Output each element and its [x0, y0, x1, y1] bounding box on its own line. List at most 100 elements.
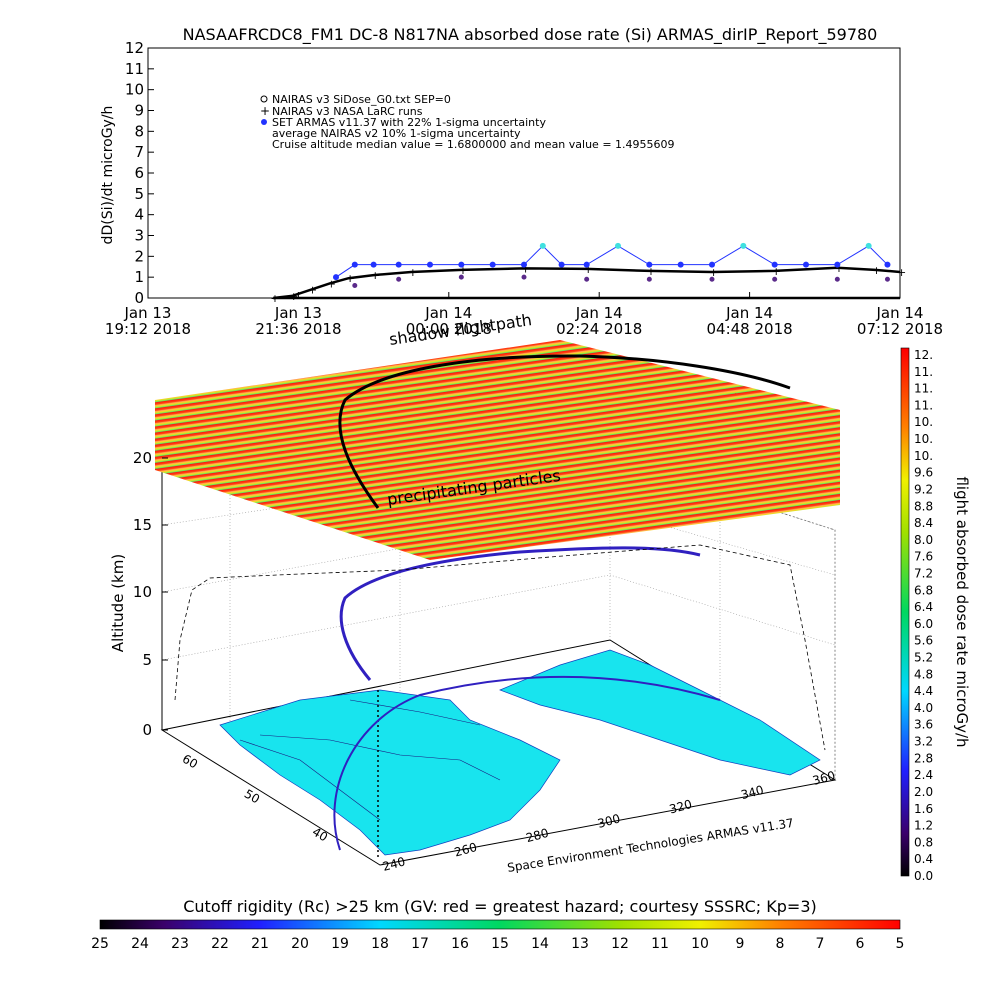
armas-point — [370, 261, 377, 268]
nairas-v2-point — [458, 274, 464, 280]
armas-point — [740, 242, 747, 249]
latitude-tick-label: 40 — [310, 825, 330, 845]
dose-colorbar-tick-label: 10. — [914, 449, 933, 463]
cutoff-colorbar-tick-label: 24 — [131, 936, 149, 952]
dose-colorbar-tick-label: 4.8 — [914, 667, 933, 681]
dose-colorbar-tick-label: 2.8 — [914, 751, 933, 765]
armas-point — [677, 261, 684, 268]
dose-colorbar-tick-label: 5.6 — [914, 634, 933, 648]
dose-colorbar-tick-label: 9.2 — [914, 482, 933, 496]
armas-point — [709, 261, 715, 268]
armas-point — [803, 261, 809, 268]
dose-colorbar-tick-label: 6.0 — [914, 617, 933, 631]
armas-point — [395, 261, 402, 268]
armas-point — [884, 261, 891, 268]
longitude-tick-label: 300 — [596, 811, 622, 830]
cutoff-colorbar-tick-label: 6 — [856, 936, 865, 952]
dose-colorbar-tick-label: 1.2 — [914, 819, 933, 833]
nairas-larc-point: + — [521, 262, 530, 275]
legend-entry-5: Cruise altitude median value = 1.6800000… — [272, 138, 675, 151]
flightpath-3d-view: 0 5 10 15 20 Altitude (km) 240 260 280 300 320 34… — [109, 310, 840, 875]
y-tick-label: 7 — [134, 143, 144, 161]
y-tick-label: 6 — [134, 164, 144, 182]
dose-colorbar-tick-label: 7.2 — [914, 566, 933, 580]
legend-entry-2: NAIRAS v3 NASA LaRC runs — [272, 105, 423, 118]
altitude-tick-label: 0 — [142, 721, 152, 739]
cutoff-colorbar-tick-label: 17 — [411, 936, 429, 952]
armas-point — [558, 261, 565, 268]
cutoff-colorbar-tick-label: 5 — [896, 936, 905, 952]
armas-point — [583, 261, 590, 268]
nairas-v2-point — [521, 274, 527, 280]
nairas-larc-point: + — [346, 272, 355, 285]
nairas-larc-point: + — [308, 284, 317, 297]
nairas-larc-point: + — [872, 264, 881, 277]
legend-dot-marker — [261, 119, 267, 125]
armas-point — [539, 242, 546, 249]
dose-colorbar-label: flight absorbed dose rate microGy/h — [953, 476, 971, 747]
nairas-v2-point — [646, 276, 652, 282]
cutoff-colorbar-ramp — [99, 919, 901, 930]
dose-colorbar-tick-label: 10. — [914, 432, 933, 446]
north-america-land — [219, 649, 821, 856]
cutoff-colorbar-tick-label: 21 — [251, 936, 269, 952]
cutoff-colorbar-tick-label: 8 — [776, 936, 785, 952]
dose-colorbar-tick-label: 6.8 — [914, 583, 933, 597]
latitude-tick-label: 50 — [242, 787, 262, 807]
armas-point — [771, 261, 778, 268]
dose-colorbar-tick-label: 4.4 — [914, 684, 933, 698]
series-line-2 — [273, 266, 901, 300]
longitude-tick-label: 280 — [524, 826, 550, 845]
x-tick-label-date: Jan 14 — [424, 304, 472, 322]
armas-point — [521, 261, 527, 268]
x-tick-label-date: Jan 13 — [274, 304, 322, 322]
x-tick-label-date: Jan 14 — [876, 304, 924, 322]
y-tick-label: 2 — [134, 247, 144, 265]
longitude-tick-label: 240 — [381, 854, 407, 873]
shadow-flightpath-line — [338, 354, 791, 509]
y-tick-label: 0 — [134, 289, 144, 307]
altitude-tick-label: 20 — [133, 449, 152, 467]
dose-colorbar-tick-label: 8.0 — [914, 533, 933, 547]
dose-colorbar-tick-label: 11. — [914, 365, 933, 379]
latitude-ticks: 40 50 60 — [180, 752, 330, 845]
nairas-larc-point: + — [458, 264, 467, 277]
altitude-tick-label: 15 — [133, 516, 152, 534]
x-tick-label-time: 00:00 2018 — [406, 320, 492, 338]
dose-colorbar-tick-label: 0.0 — [914, 869, 933, 883]
nairas-v2-point — [584, 276, 590, 282]
nairas-v2-point — [884, 276, 890, 282]
altitude-tick-label: 5 — [142, 651, 152, 669]
x-tick-label-time: 19:12 2018 — [105, 320, 191, 338]
armas-point — [615, 242, 621, 249]
y-tick-label: 5 — [134, 185, 144, 203]
timeseries-plot-frame — [147, 47, 901, 299]
armas-point — [333, 274, 339, 281]
dose-colorbar-tick-label: 0.4 — [914, 852, 933, 866]
cutoff-rigidity-colorbar: Cutoff rigidity (Rc) >25 km (GV: red = g… — [91, 897, 904, 952]
nairas-larc-point: + — [289, 290, 298, 303]
cutoff-colorbar-tick-label: 18 — [371, 936, 389, 952]
longitude-tick-label: 340 — [739, 783, 765, 802]
legend-entry-1: NAIRAS v3 SiDose_G0.txt SEP=0 — [272, 93, 451, 106]
dose-colorbar-ramp — [900, 347, 910, 877]
armas-point — [458, 261, 465, 268]
figure-title: NASAAFRCDC8_FM1 DC-8 N817NA absorbed dos… — [183, 25, 878, 45]
altitude-tick-label: 10 — [133, 583, 152, 601]
cutoff-colorbar-tick-label: 20 — [291, 936, 309, 952]
nairas-larc-point: + — [584, 263, 593, 276]
cutoff-colorbar-tick-label: 13 — [571, 936, 589, 952]
nairas-v2-point — [834, 276, 840, 282]
legend-entry-4: average NAIRAS v2 10% 1-sigma uncertaint… — [272, 127, 521, 140]
dose-colorbar-tick-label: 3.2 — [914, 735, 933, 749]
cutoff-colorbar-tick-label: 19 — [331, 936, 349, 952]
dose-colorbar-tick-label: 11. — [914, 382, 933, 396]
dose-colorbar-tick-label: 7.6 — [914, 550, 933, 564]
longitude-tick-label: 320 — [668, 797, 694, 816]
nairas-larc-point: + — [408, 266, 417, 279]
x-tick-label-time: 04:48 2018 — [707, 320, 793, 338]
nairas-larc-point: + — [270, 292, 279, 305]
dose-colorbar-tick-label: 10. — [914, 415, 933, 429]
